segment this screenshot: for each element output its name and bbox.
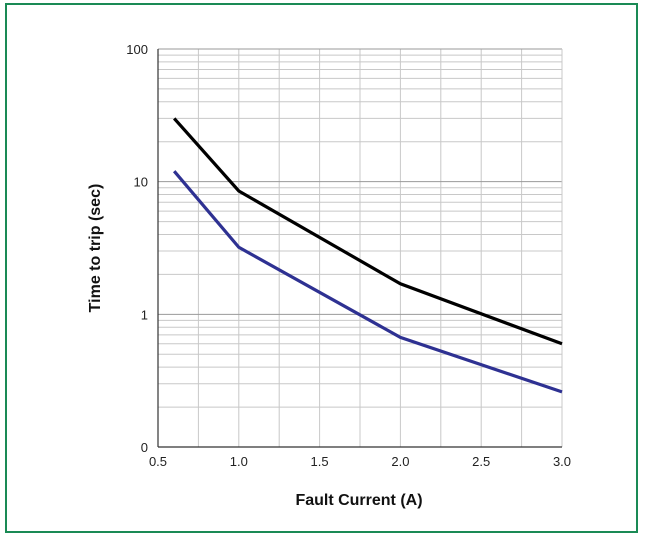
x-tick-label: 1.0 [230, 454, 248, 469]
x-tick-label: 3.0 [553, 454, 571, 469]
series-lines [172, 117, 563, 394]
series-line-1 [173, 117, 563, 346]
x-tick-label: 0.5 [149, 454, 167, 469]
chart-frame [5, 3, 638, 533]
y-tick-label: 10 [134, 175, 148, 190]
y-tick-label: 0 [141, 440, 148, 455]
x-tick-label: 2.5 [472, 454, 490, 469]
x-axis-title: Fault Current (A) [295, 492, 422, 509]
series-line-2 [172, 170, 563, 394]
grid [157, 48, 563, 448]
y-axis-title: Time to trip (sec) [87, 184, 104, 313]
x-tick-label: 2.0 [391, 454, 409, 469]
y-tick-label: 100 [126, 42, 148, 57]
tick-labels: 0.5 1.0 1.5 2.0 2.5 3.0 0 1 10 100 [126, 42, 571, 469]
axes [157, 49, 562, 448]
y-tick-label: 1 [141, 307, 148, 322]
x-tick-label: 1.5 [311, 454, 329, 469]
